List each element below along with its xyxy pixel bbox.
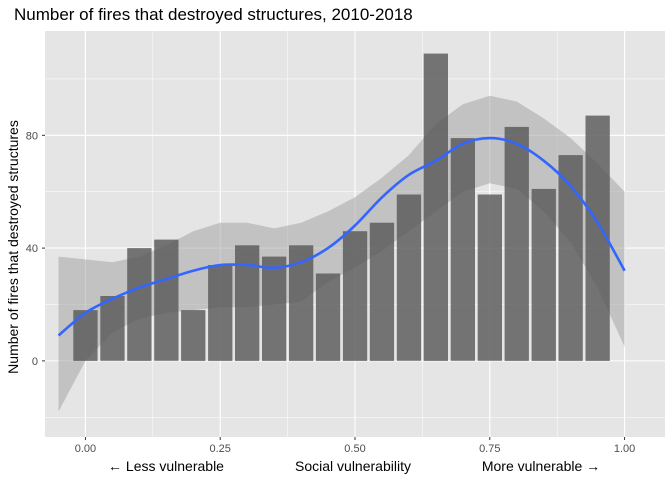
bar [73,310,98,361]
x-tick-label: 0.25 [210,443,231,455]
smooth-line-path [57,136,626,337]
bar [504,126,529,361]
y-tick-label: 80 [26,130,38,142]
y-tick-label: 40 [26,243,38,255]
bar [181,310,206,361]
bar [423,53,448,361]
bar [208,265,233,361]
bar [396,194,422,361]
x-tick-label: 0.75 [479,443,500,455]
y-tick-labels: 0 40 80 [26,130,45,368]
bar [558,155,583,361]
x-annotation-right: More vulnerable → [482,458,600,474]
bar [477,194,502,361]
x-axis-label: Social vulnerability [295,458,411,474]
bar [127,248,152,361]
bar [154,239,179,361]
x-annotation-left: ← Less vulnerable [108,458,224,474]
x-tick-label: 1.00 [614,443,635,455]
chart-title: Number of fires that destroyed structure… [14,5,413,24]
x-tick-label: 0.50 [344,443,365,455]
bar [262,256,287,361]
bar [235,245,260,361]
bar [369,222,395,361]
bar [450,138,475,361]
y-tick-label: 0 [32,356,38,368]
bar [315,273,341,361]
confidence-band-area [58,95,625,412]
smooth-line [57,136,626,337]
y-axis-label: Number of fires that destroyed structure… [5,120,21,374]
bar [531,188,556,361]
x-tick-labels: 0.00 0.25 0.50 0.75 1.00 [75,437,635,455]
confidence-band [58,95,625,412]
x-tick-label: 0.00 [75,443,96,455]
bar [100,296,125,361]
bar [342,231,368,361]
